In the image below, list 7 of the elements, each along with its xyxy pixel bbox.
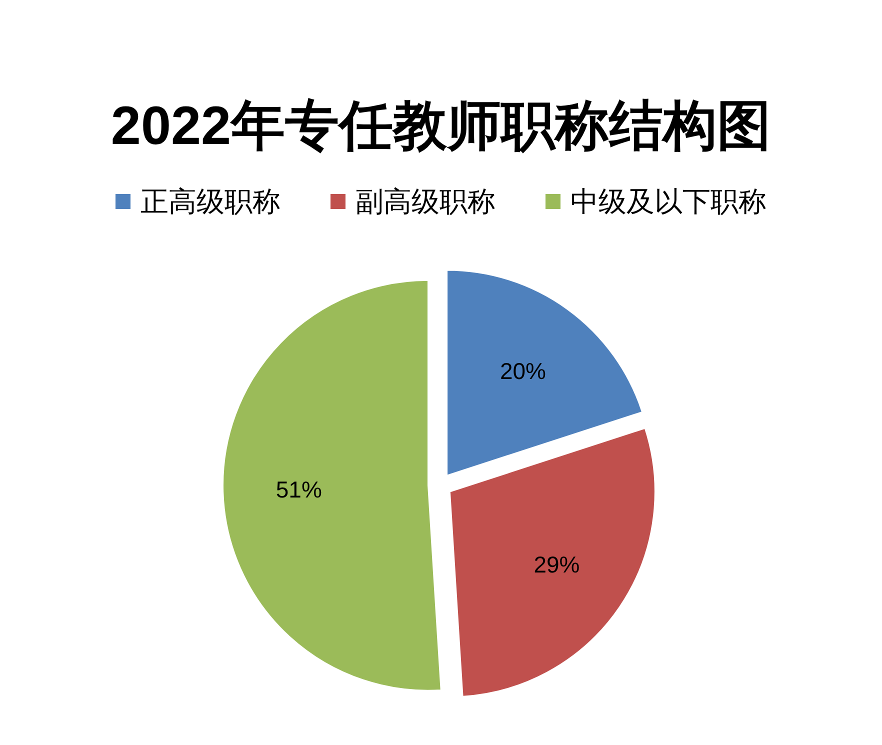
- data-label: 51%: [276, 476, 322, 502]
- data-label: 20%: [500, 358, 546, 384]
- legend-label: 副高级职称: [356, 186, 496, 217]
- legend-label: 中级及以下职称: [570, 186, 766, 217]
- title: 2022年专任教师职称结构图: [110, 96, 772, 156]
- legend-label: 正高级职称: [140, 186, 280, 217]
- data-label: 29%: [534, 551, 580, 578]
